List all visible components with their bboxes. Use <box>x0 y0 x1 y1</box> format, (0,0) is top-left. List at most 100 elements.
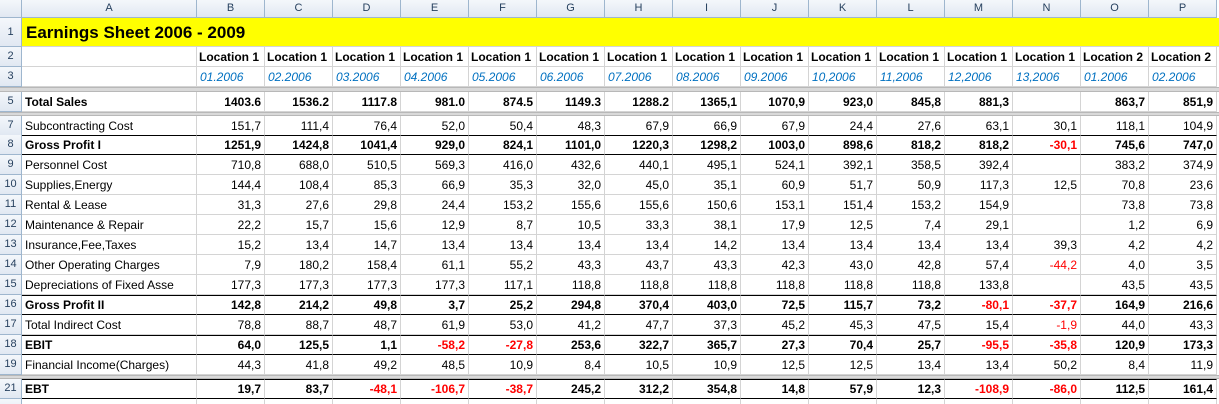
value-cell: 15,7 <box>265 215 333 235</box>
location-header: Location 1 <box>877 47 945 67</box>
value-cell: 154,9 <box>945 195 1013 215</box>
value-cell: 929,0 <box>401 135 469 155</box>
value-cell: 118,8 <box>877 275 945 295</box>
location-header: Location 1 <box>401 47 469 67</box>
cell <box>469 399 537 404</box>
value-cell: 31,3 <box>197 195 265 215</box>
value-cell: 10,5 <box>537 215 605 235</box>
value-cell: 354,8 <box>673 379 741 399</box>
value-cell: 155,6 <box>537 195 605 215</box>
value-cell: 161,4 <box>1149 379 1217 399</box>
value-cell: 13,4 <box>945 355 1013 375</box>
cell <box>22 67 197 87</box>
value-cell: 12,5 <box>809 355 877 375</box>
cell <box>809 399 877 404</box>
value-cell: 50,2 <box>1013 355 1081 375</box>
value-cell: 47,5 <box>877 315 945 335</box>
value-cell: 151,4 <box>809 195 877 215</box>
value-cell: 41,2 <box>537 315 605 335</box>
value-cell: 118,8 <box>809 275 877 295</box>
value-cell: 70,8 <box>1081 175 1149 195</box>
value-cell <box>1013 92 1081 112</box>
value-cell <box>1013 155 1081 175</box>
value-cell: 25,7 <box>877 335 945 355</box>
value-cell: 78,8 <box>197 315 265 335</box>
date-header: 08.2006 <box>673 67 741 87</box>
location-header: Location 1 <box>945 47 1013 67</box>
row-label: Gross Profit II <box>22 295 197 315</box>
value-cell: 322,7 <box>605 335 673 355</box>
value-cell: 153,2 <box>877 195 945 215</box>
row-label: Supplies,Energy <box>22 175 197 195</box>
value-cell: 745,6 <box>1081 135 1149 155</box>
row-number: 12 <box>0 215 22 235</box>
value-cell: 83,7 <box>265 379 333 399</box>
value-cell: -48,1 <box>333 379 401 399</box>
location-header: Location 2 <box>1081 47 1149 67</box>
value-cell: 14,8 <box>741 379 809 399</box>
value-cell: 61,1 <box>401 255 469 275</box>
value-cell: 133,8 <box>945 275 1013 295</box>
date-header: 13,2006 <box>1013 67 1081 87</box>
value-cell: 12,9 <box>401 215 469 235</box>
value-cell: 27,6 <box>877 116 945 136</box>
value-cell: 125,5 <box>265 335 333 355</box>
value-cell: 1424,8 <box>265 135 333 155</box>
value-cell: 49,2 <box>333 355 401 375</box>
value-cell: 64,0 <box>197 335 265 355</box>
value-cell: 365,7 <box>673 335 741 355</box>
column-header: E <box>401 0 469 18</box>
cell <box>945 399 1013 404</box>
value-cell: 15,6 <box>333 215 401 235</box>
row-number: 18 <box>0 335 22 355</box>
value-cell: 72,5 <box>741 295 809 315</box>
location-header: Location 1 <box>741 47 809 67</box>
value-cell: 43,3 <box>673 255 741 275</box>
row-label: Rental & Lease <box>22 195 197 215</box>
value-cell: 12,5 <box>1013 175 1081 195</box>
value-cell: 27,6 <box>265 195 333 215</box>
value-cell: 1251,9 <box>197 135 265 155</box>
value-cell: 43,0 <box>809 255 877 275</box>
row-number: 16 <box>0 295 22 315</box>
row-label: EBT <box>22 379 197 399</box>
location-header: Location 1 <box>673 47 741 67</box>
value-cell <box>1013 215 1081 235</box>
value-cell: -106,7 <box>401 379 469 399</box>
value-cell: 73,2 <box>877 295 945 315</box>
row-label: Depreciations of Fixed Asse <box>22 275 197 295</box>
column-header: A <box>22 0 197 18</box>
column-header: H <box>605 0 673 18</box>
value-cell: 1101,0 <box>537 135 605 155</box>
value-cell: 151,7 <box>197 116 265 136</box>
value-cell: 10,9 <box>469 355 537 375</box>
value-cell: 710,8 <box>197 155 265 175</box>
value-cell: 173,3 <box>1149 335 1217 355</box>
column-header: D <box>333 0 401 18</box>
value-cell: 358,5 <box>877 155 945 175</box>
value-cell: 108,4 <box>265 175 333 195</box>
location-header: Location 1 <box>809 47 877 67</box>
value-cell: 67,9 <box>605 116 673 136</box>
date-header: 01.2006 <box>197 67 265 87</box>
value-cell: 48,3 <box>537 116 605 136</box>
sheet-title: Earnings Sheet 2006 - 2009 <box>22 18 1219 47</box>
value-cell: 851,9 <box>1149 92 1217 112</box>
value-cell: 30,1 <box>1013 116 1081 136</box>
value-cell: 45,3 <box>809 315 877 335</box>
location-header: Location 1 <box>333 47 401 67</box>
value-cell: 177,3 <box>333 275 401 295</box>
hidden-row <box>0 375 1219 379</box>
date-header: 03.2006 <box>333 67 401 87</box>
value-cell: 60,9 <box>741 175 809 195</box>
value-cell: 12,3 <box>877 379 945 399</box>
value-cell: 1,1 <box>333 335 401 355</box>
value-cell: 67,9 <box>741 116 809 136</box>
value-cell: 14,2 <box>673 235 741 255</box>
value-cell: 383,2 <box>1081 155 1149 175</box>
value-cell: 10,5 <box>605 355 673 375</box>
column-header: O <box>1081 0 1149 18</box>
column-header: I <box>673 0 741 18</box>
row-number: 13 <box>0 235 22 255</box>
cell <box>197 399 265 404</box>
